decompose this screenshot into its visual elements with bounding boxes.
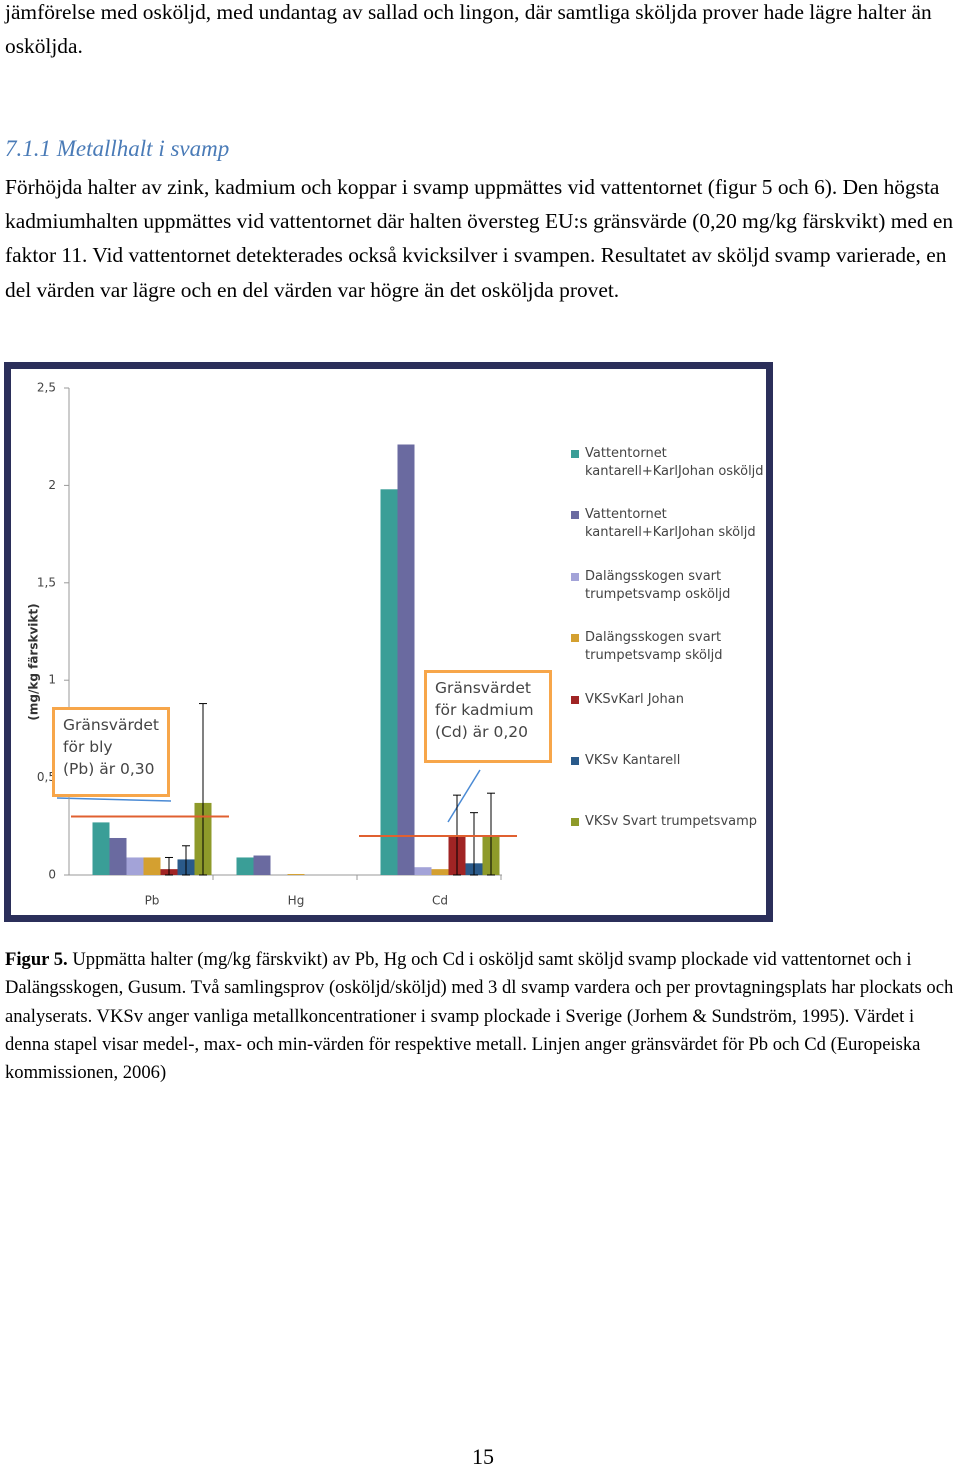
legend-swatch — [571, 634, 579, 643]
heading: 7.1.1 Metallhalt i svamp — [5, 136, 230, 161]
legend-item: VKSvKarl Johan — [569, 691, 769, 752]
y-tick-label: 2 — [48, 478, 56, 492]
legend-label: Dalängsskogen svart trumpetsvamp sköljd — [585, 630, 723, 664]
legend-label: VKSvKarl Johan — [585, 691, 684, 707]
bar — [431, 869, 449, 875]
bar — [414, 867, 432, 875]
y-tick-label: 0 — [48, 868, 56, 882]
annotation-line: för kadmium — [435, 701, 534, 719]
paragraph: jämförelse med osköljd, med undantag av … — [5, 0, 932, 59]
caption-text: Uppmätta halter (mg/kg färskvikt) av Pb,… — [5, 949, 954, 1084]
x-tick-label: Pb — [145, 894, 160, 908]
legend-item: VKSv Kantarell — [569, 752, 769, 813]
y-tick-label: 0,5 — [37, 770, 56, 784]
legend-item: Vattentornet kantarell+KarlJohan osköljd — [569, 445, 769, 506]
bar — [287, 874, 305, 875]
legend-swatch — [571, 572, 579, 581]
bar — [236, 857, 254, 875]
chart: (mg/kg färskvikt) 0 0,5 1 1,5 2 2,5 Pb Hg Cd Vat… — [4, 362, 773, 922]
bar — [253, 855, 271, 875]
annotation-line: (Cd) är 0,20 — [435, 723, 528, 741]
legend-swatch — [571, 511, 579, 520]
caption-label: Figur 5. — [5, 949, 68, 970]
y-tick-label: 1 — [48, 673, 56, 687]
paragraph: Förhöjda halter av zink, kadmium och kop… — [5, 175, 954, 302]
x-tick-label: Hg — [288, 894, 305, 908]
legend-item: Dalängsskogen svart trumpetsvamp sköljd — [569, 629, 769, 690]
chart-svg: (mg/kg färskvikt) 0 0,5 1 1,5 2 2,5 Pb Hg Cd — [27, 381, 517, 908]
annotation: Gränsvärdet för bly (Pb) är 0,30 — [52, 707, 170, 797]
annotation: Gränsvärdet för kadmium (Cd) är 0,20 — [424, 670, 552, 763]
y-axis-label: (mg/kg färskvikt) — [27, 603, 41, 720]
page-number: 15 — [472, 1444, 494, 1469]
y-tick-label: 1,5 — [37, 575, 56, 589]
bar — [109, 837, 127, 875]
bar — [397, 444, 415, 875]
legend-swatch — [571, 695, 579, 704]
arrow — [447, 769, 481, 823]
legend-label: Vattentornet kantarell+KarlJohan sköljd — [585, 507, 756, 541]
annotation-line: för bly — [63, 738, 113, 756]
caption: Figur 5. Uppmätta halter (mg/kg färskvik… — [5, 946, 955, 1087]
legend-swatch — [571, 756, 579, 765]
legend-label: Dalängsskogen svart trumpetsvamp osköljd — [585, 568, 731, 602]
legend-item: VKSv Svart trumpetsvamp — [569, 813, 769, 874]
y-tick-label: 2,5 — [37, 381, 56, 395]
bar — [143, 857, 161, 875]
bar — [92, 822, 110, 875]
legend: Vattentornet kantarell+KarlJohan osköljd… — [569, 445, 769, 875]
legend-swatch — [571, 818, 579, 827]
annotation-line: Gränsvärdet — [435, 679, 532, 697]
legend-item: Vattentornet kantarell+KarlJohan sköljd — [569, 506, 769, 567]
bar — [380, 489, 398, 875]
legend-item: Dalängsskogen svart trumpetsvamp osköljd — [569, 568, 769, 629]
annotation-line: Gränsvärdet — [63, 716, 160, 734]
legend-swatch — [571, 450, 579, 458]
legend-label: VKSv Svart trumpetsvamp — [585, 814, 758, 830]
x-tick-label: Cd — [432, 894, 448, 908]
bar — [126, 857, 144, 875]
arrow — [56, 797, 172, 802]
annotation-line: (Pb) är 0,30 — [63, 760, 155, 778]
legend-label: Vattentornet kantarell+KarlJohan osköljd — [585, 446, 764, 479]
legend-label: VKSv Kantarell — [585, 752, 681, 768]
